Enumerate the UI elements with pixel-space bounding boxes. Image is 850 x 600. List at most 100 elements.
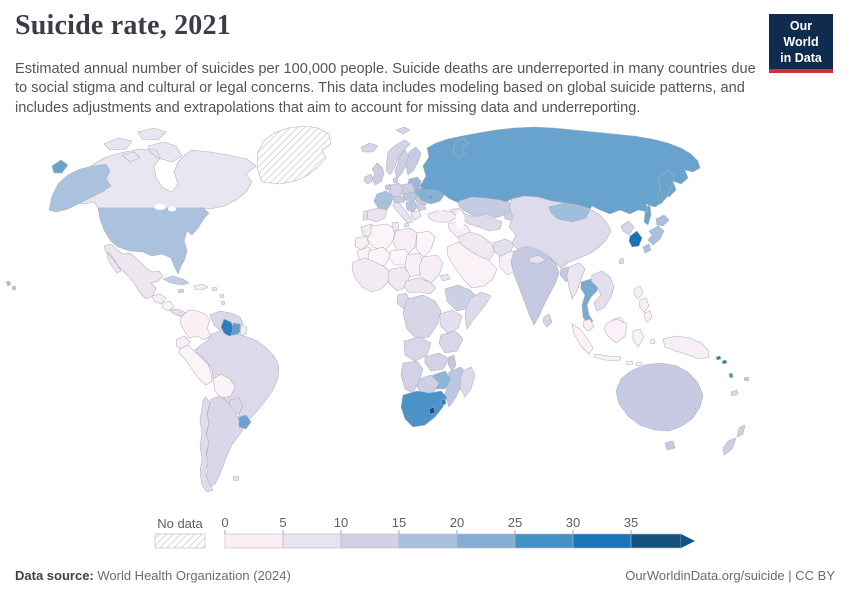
country-united-states[interactable] [5, 163, 210, 291]
country-spain[interactable] [366, 207, 388, 223]
country-bolivia[interactable] [212, 373, 236, 399]
country-jamaica[interactable] [177, 288, 185, 294]
country-eswatini[interactable] [440, 398, 447, 406]
country-iceland[interactable] [360, 142, 379, 153]
country-new-zealand[interactable] [722, 424, 746, 456]
country-puerto-rico[interactable] [211, 286, 218, 292]
country-central-asia[interactable] [461, 212, 503, 232]
country-united-kingdom[interactable] [371, 162, 385, 186]
country-finland[interactable] [405, 146, 422, 176]
country-portugal[interactable] [362, 210, 368, 221]
country-west-africa[interactable] [351, 257, 392, 293]
country-japan[interactable] [642, 214, 670, 254]
country-italy[interactable] [392, 200, 414, 228]
legend-bin-25-30[interactable] [514, 533, 574, 549]
country-benelux[interactable] [384, 183, 392, 191]
country-iran[interactable] [457, 231, 496, 261]
country-peru[interactable] [178, 344, 213, 386]
country-india[interactable] [510, 246, 560, 326]
country-france[interactable] [373, 190, 394, 212]
country-russia[interactable] [51, 126, 701, 226]
country-somalia[interactable] [464, 291, 492, 330]
country-indonesia[interactable] [571, 318, 656, 367]
country-nepal[interactable] [528, 254, 547, 265]
country-french-guiana[interactable] [239, 324, 248, 337]
country-bulgaria[interactable] [414, 203, 427, 212]
country-south-korea[interactable] [628, 230, 643, 248]
legend-tick-5: 5 [279, 515, 286, 530]
country-ireland[interactable] [363, 173, 374, 185]
country-vanuatu[interactable] [728, 372, 734, 379]
country-cuba[interactable] [162, 275, 190, 286]
country-eritrea[interactable] [439, 273, 451, 282]
country-libya[interactable] [392, 227, 418, 256]
country-denmark[interactable] [392, 176, 399, 184]
country-norway[interactable] [385, 139, 411, 176]
country-mongolia[interactable] [548, 202, 591, 223]
legend-bin-35-plus[interactable] [630, 533, 682, 549]
country-sweden[interactable] [394, 149, 410, 180]
country-lesotho[interactable] [428, 406, 436, 415]
country-malawi[interactable] [447, 354, 457, 372]
chart-subtitle: Estimated annual number of suicides per … [15, 61, 756, 116]
country-taiwan[interactable] [618, 257, 625, 265]
country-australia[interactable] [615, 362, 704, 451]
country-myanmar[interactable] [566, 262, 586, 300]
country-tunisia[interactable] [391, 221, 400, 233]
country-north-korea[interactable] [620, 220, 635, 236]
legend-bin-20-25[interactable] [456, 533, 516, 549]
legend-tick-25: 25 [508, 515, 522, 530]
country-philippines[interactable] [633, 285, 653, 323]
data-source-label: Data source: [15, 568, 94, 583]
great-lakes [154, 204, 166, 210]
country-hispaniola[interactable] [193, 283, 209, 291]
country-madagascar[interactable] [459, 366, 476, 398]
country-nicaragua[interactable] [161, 300, 175, 312]
country-egypt[interactable] [415, 230, 436, 258]
country-algeria[interactable] [366, 223, 396, 252]
legend-bin-5-10[interactable] [282, 533, 342, 549]
country-svalbard[interactable] [395, 126, 411, 135]
country-south-africa[interactable] [400, 390, 448, 428]
legend-bin-0-5[interactable] [224, 533, 284, 549]
page-title: Suicide rate, 2021 [15, 10, 231, 41]
legend-bin-10-15[interactable] [340, 533, 400, 549]
country-uganda-kenya[interactable] [439, 309, 463, 334]
country-cameroon-car[interactable] [403, 277, 437, 295]
country-uruguay[interactable] [238, 414, 252, 430]
country-fiji[interactable] [743, 376, 750, 382]
country-moldova[interactable] [427, 193, 434, 201]
country-guatemala[interactable] [151, 293, 167, 305]
country-zambia[interactable] [424, 352, 450, 372]
country-angola[interactable] [403, 336, 432, 362]
country-sudan[interactable] [418, 254, 444, 284]
great-lakes-east [168, 206, 176, 212]
country-sri-lanka[interactable] [542, 313, 553, 328]
country-chile[interactable] [199, 396, 214, 493]
legend-no-data-swatch[interactable] [154, 533, 206, 549]
country-canada[interactable] [61, 127, 257, 210]
country-drc[interactable] [402, 294, 442, 340]
country-western-sahara[interactable] [354, 235, 370, 251]
legend-bin-30-35[interactable] [572, 533, 632, 549]
country-indochina[interactable] [590, 270, 615, 312]
country-mexico[interactable] [103, 243, 164, 300]
caspian-sea [455, 211, 465, 229]
country-falkland-islands[interactable] [232, 475, 240, 482]
country-greece[interactable] [410, 210, 422, 221]
country-greenland[interactable] [256, 125, 332, 185]
country-chad[interactable] [404, 252, 424, 278]
country-tanzania[interactable] [438, 330, 464, 354]
country-new-guinea[interactable] [662, 335, 710, 360]
legend-tick-0: 0 [221, 515, 228, 530]
country-namibia[interactable] [400, 360, 424, 394]
legend-tick-10: 10 [334, 515, 348, 530]
owid-url-link[interactable]: OurWorldinData.org/suicide | CC BY [625, 568, 835, 583]
country-new-caledonia[interactable] [730, 389, 739, 397]
country-colombia[interactable] [179, 309, 212, 341]
owid-logo[interactable]: Our World in Data [769, 14, 833, 73]
legend-bin-15-20[interactable] [398, 533, 458, 549]
country-solomon-islands[interactable] [715, 355, 728, 365]
country-lesser-antilles[interactable] [219, 293, 226, 306]
country-balkans[interactable] [405, 200, 419, 213]
